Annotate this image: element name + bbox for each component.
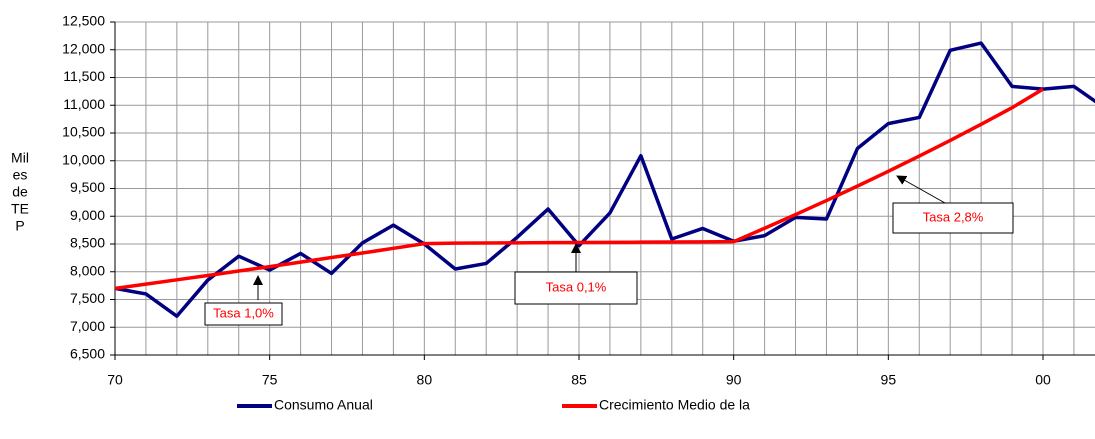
y-axis-label: Mil [11, 150, 29, 166]
y-axis-label: es [13, 167, 28, 183]
y-tick-label: 11,500 [63, 68, 105, 84]
y-tick-label: 6,500 [70, 346, 105, 362]
y-axis-label: TE [11, 201, 29, 217]
x-tick-label: 80 [417, 372, 433, 388]
y-axis-label: de [12, 184, 28, 200]
y-tick-label: 10,000 [62, 151, 105, 167]
x-tick-label: 85 [571, 372, 587, 388]
annotation-arrow [896, 175, 946, 204]
y-tick-label: 8,500 [70, 235, 105, 251]
x-tick-label: 95 [881, 372, 897, 388]
annotation-box [514, 271, 638, 305]
y-tick-label: 8,000 [70, 262, 105, 278]
annotation-box [204, 302, 283, 326]
y-tick-label: 12,000 [62, 40, 105, 56]
annotation-text: Tasa 2,8% [923, 209, 984, 224]
y-tick-label: 11,000 [63, 96, 105, 112]
y-tick-label: 9,000 [70, 207, 105, 223]
y-tick-label: 7,500 [70, 290, 105, 306]
series-line [115, 87, 1044, 291]
annotation-box [892, 202, 1014, 234]
legend-label: Consumo Anual [274, 397, 373, 413]
annotation-text: Tasa 0,1% [546, 279, 607, 294]
y-tick-label: 7,000 [70, 318, 105, 334]
y-tick-label: 9,500 [70, 179, 105, 195]
annotation-text: Tasa 1,0% [213, 305, 274, 320]
x-tick-label: 70 [107, 372, 123, 388]
y-axis-label: P [15, 218, 24, 234]
x-tick-label: 00 [1035, 372, 1051, 388]
legend-label: Crecimiento Medio de la [599, 397, 750, 413]
x-tick-label: 90 [726, 372, 742, 388]
y-tick-label: 12,500 [62, 13, 105, 29]
y-tick-label: 10,500 [62, 124, 105, 140]
x-tick-label: 75 [262, 372, 278, 388]
